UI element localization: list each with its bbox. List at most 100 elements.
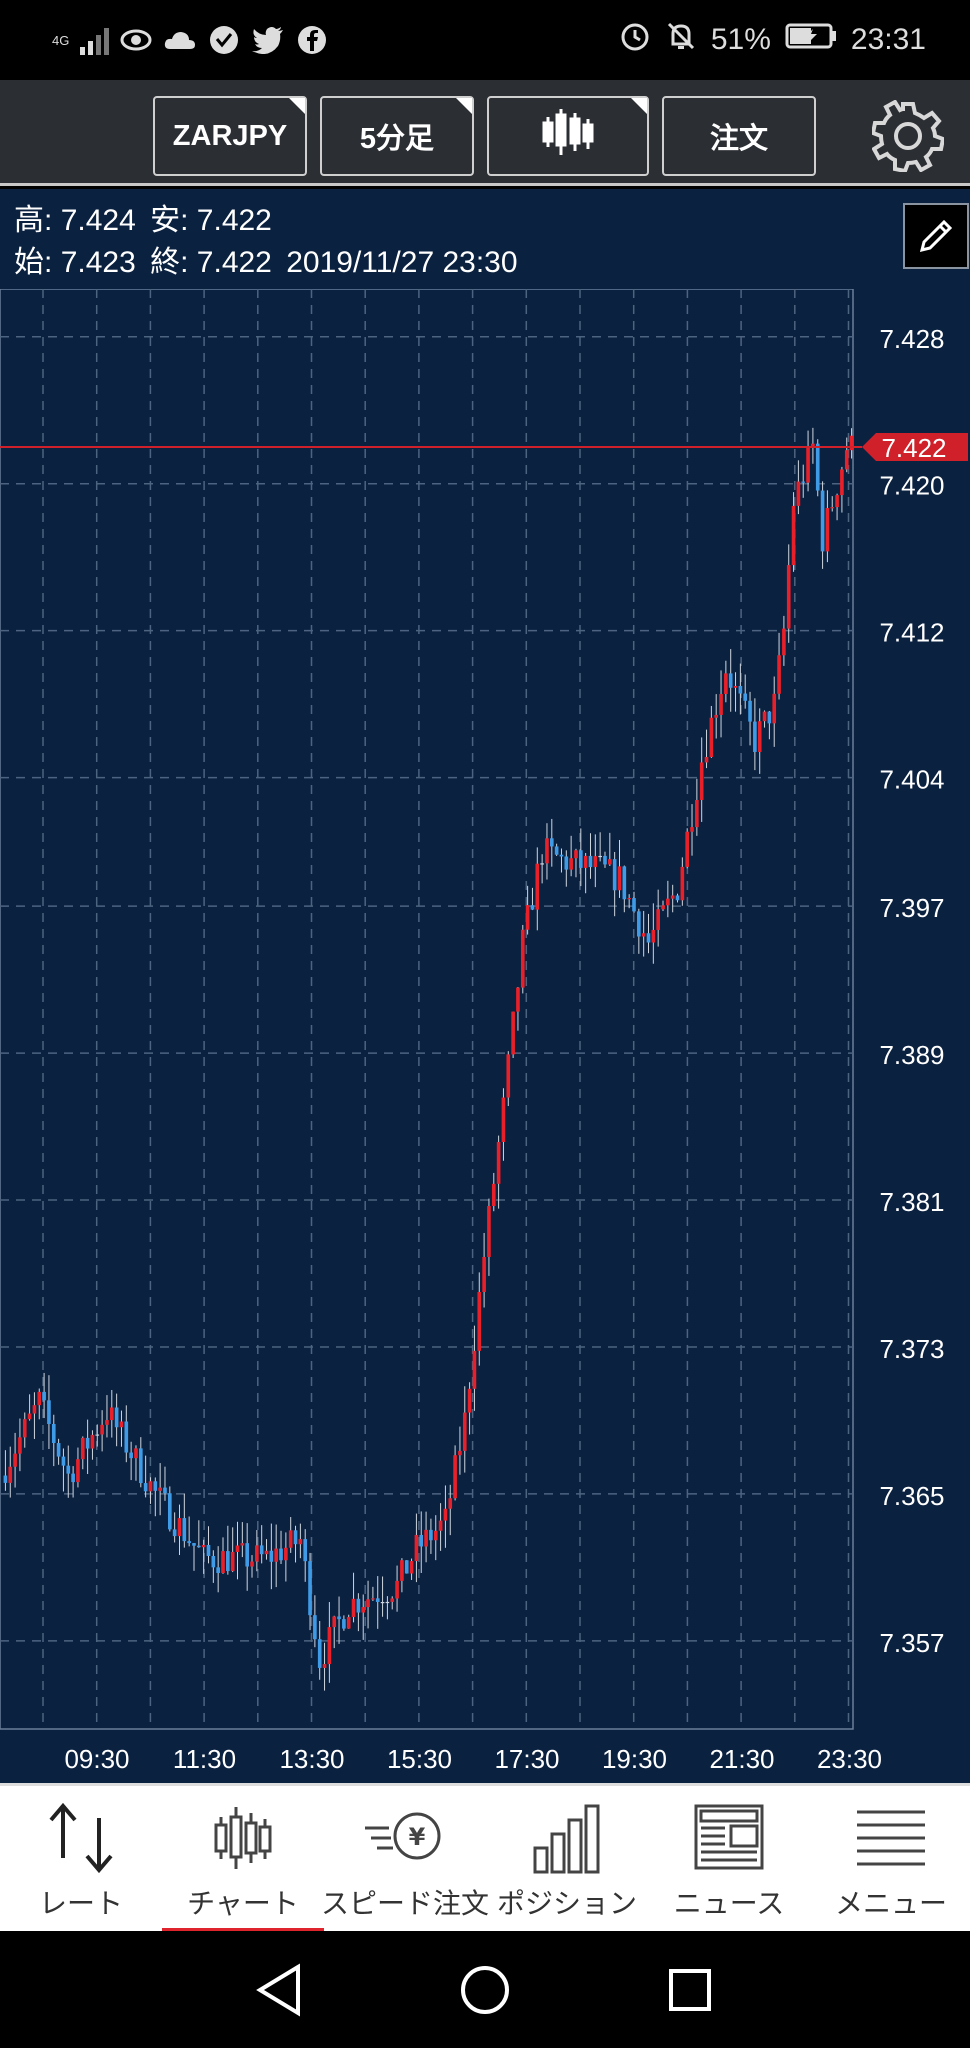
- candle-body: [525, 905, 530, 930]
- candle-body: [617, 866, 622, 891]
- candle-body: [830, 507, 835, 509]
- candle-body: [666, 898, 670, 906]
- candle-body: [153, 1481, 158, 1491]
- back-icon[interactable]: [244, 1955, 314, 2025]
- dropdown-corner-icon: [289, 98, 305, 114]
- y-tick-label: 7.428: [879, 324, 944, 354]
- candle-body: [47, 1400, 51, 1424]
- candle-body: [356, 1598, 361, 1613]
- svg-text:¥: ¥: [409, 1823, 426, 1851]
- candle-body: [163, 1487, 167, 1494]
- candle-body: [535, 863, 540, 910]
- home-icon[interactable]: [450, 1955, 520, 2025]
- x-tick-label: 13:30: [279, 1744, 344, 1774]
- y-tick-label: 7.412: [879, 618, 944, 648]
- candle-body: [578, 850, 583, 868]
- candle-body: [757, 721, 762, 752]
- candle-body: [472, 1350, 477, 1389]
- candle-body: [574, 850, 578, 859]
- menu-lines-icon: [846, 1800, 936, 1876]
- candle-body: [138, 1448, 143, 1484]
- candle-body: [743, 693, 748, 701]
- chart-canvas[interactable]: 7.428 7.420 7.412 7.404 7.397 7.389 7.381 7.373…: [0, 289, 970, 1783]
- bar-chart-icon: [522, 1800, 612, 1876]
- candle-body: [612, 859, 617, 891]
- candle-body: [51, 1423, 56, 1444]
- candle-body: [259, 1545, 264, 1555]
- candle-body: [284, 1547, 288, 1561]
- chart-type-selector[interactable]: [487, 96, 649, 176]
- timeframe-selector[interactable]: 5分足: [320, 96, 474, 176]
- candle-body: [56, 1443, 61, 1457]
- candle-body: [588, 855, 593, 868]
- candle-body: [564, 856, 569, 870]
- low-value: 7.422: [196, 204, 272, 237]
- candle-body: [651, 929, 656, 943]
- nav-speed-order[interactable]: ¥ スピード注文: [321, 1786, 490, 1934]
- x-tick-label: 15:30: [387, 1744, 452, 1774]
- gear-icon[interactable]: [870, 99, 946, 174]
- status-right: 51% 23:31: [619, 18, 926, 62]
- symbol-selector[interactable]: ZARJPY: [153, 96, 307, 176]
- candle-body: [366, 1599, 370, 1608]
- candle-body: [371, 1598, 375, 1600]
- candle-body: [699, 762, 704, 800]
- candle-body: [235, 1545, 240, 1552]
- high-value: 7.424: [60, 204, 136, 237]
- candle-body: [298, 1539, 303, 1545]
- candle-body: [226, 1551, 230, 1572]
- pencil-icon[interactable]: [903, 203, 969, 269]
- candle-body: [351, 1598, 356, 1618]
- candle-body: [143, 1483, 148, 1492]
- candle-body: [303, 1539, 308, 1562]
- candle-body: [361, 1607, 366, 1613]
- nav-news[interactable]: ニュース: [648, 1786, 810, 1934]
- candle-body: [840, 469, 844, 496]
- price-chart[interactable]: 7.428 7.420 7.412 7.404 7.397 7.389 7.381 7.373…: [0, 289, 970, 1783]
- candle-body: [796, 481, 801, 506]
- nav-position[interactable]: ポジション: [486, 1786, 648, 1934]
- candle-body: [680, 866, 685, 901]
- candle-body: [322, 1664, 327, 1668]
- bell-off-icon: [665, 20, 697, 60]
- candle-body: [656, 909, 660, 930]
- candle-body: [27, 1413, 32, 1420]
- nav-rate[interactable]: レート: [0, 1786, 162, 1934]
- candle-body: [424, 1529, 428, 1547]
- candle-body: [583, 855, 588, 868]
- nav-chart[interactable]: チャート: [162, 1786, 324, 1934]
- network-type: 4G: [52, 32, 70, 48]
- candle-body: [844, 450, 849, 470]
- candle-body: [317, 1639, 322, 1668]
- candle-body: [134, 1448, 138, 1459]
- candle-body: [825, 508, 830, 552]
- candle-body: [245, 1543, 249, 1567]
- candle-body: [400, 1560, 404, 1581]
- candle-body: [337, 1616, 341, 1620]
- candle-body: [414, 1534, 419, 1562]
- status-left: 4G: [52, 18, 329, 62]
- candle-body: [37, 1391, 42, 1406]
- candle-body: [545, 838, 549, 864]
- order-button[interactable]: 注文: [662, 96, 816, 176]
- candle-body: [80, 1437, 85, 1460]
- candle-body: [293, 1530, 298, 1545]
- current-price-tag: [862, 432, 968, 461]
- cloud-icon: [163, 23, 197, 57]
- candle-body: [598, 855, 602, 858]
- ohlc-info: 高: 7.424 安: 7.422 始: 7.423 終: 7.422 2019…: [0, 189, 970, 289]
- candle-body: [491, 1183, 496, 1207]
- candle-body: [709, 717, 714, 757]
- candle-body: [753, 721, 757, 752]
- bottom-nav: レート チャート ¥ スピード注文 ポジション ニュース メニュー: [0, 1783, 970, 1934]
- nav-label: スピード注文: [321, 1888, 490, 1919]
- candle-body: [482, 1257, 486, 1292]
- recents-icon[interactable]: [655, 1955, 725, 2025]
- candle-body: [105, 1420, 109, 1425]
- candle-body: [704, 756, 709, 763]
- candle-body: [438, 1520, 443, 1531]
- candle-body: [646, 933, 651, 943]
- y-tick-label: 7.389: [879, 1040, 944, 1070]
- nav-menu[interactable]: メニュー: [810, 1786, 970, 1934]
- candlestick-chart-icon: [198, 1800, 288, 1876]
